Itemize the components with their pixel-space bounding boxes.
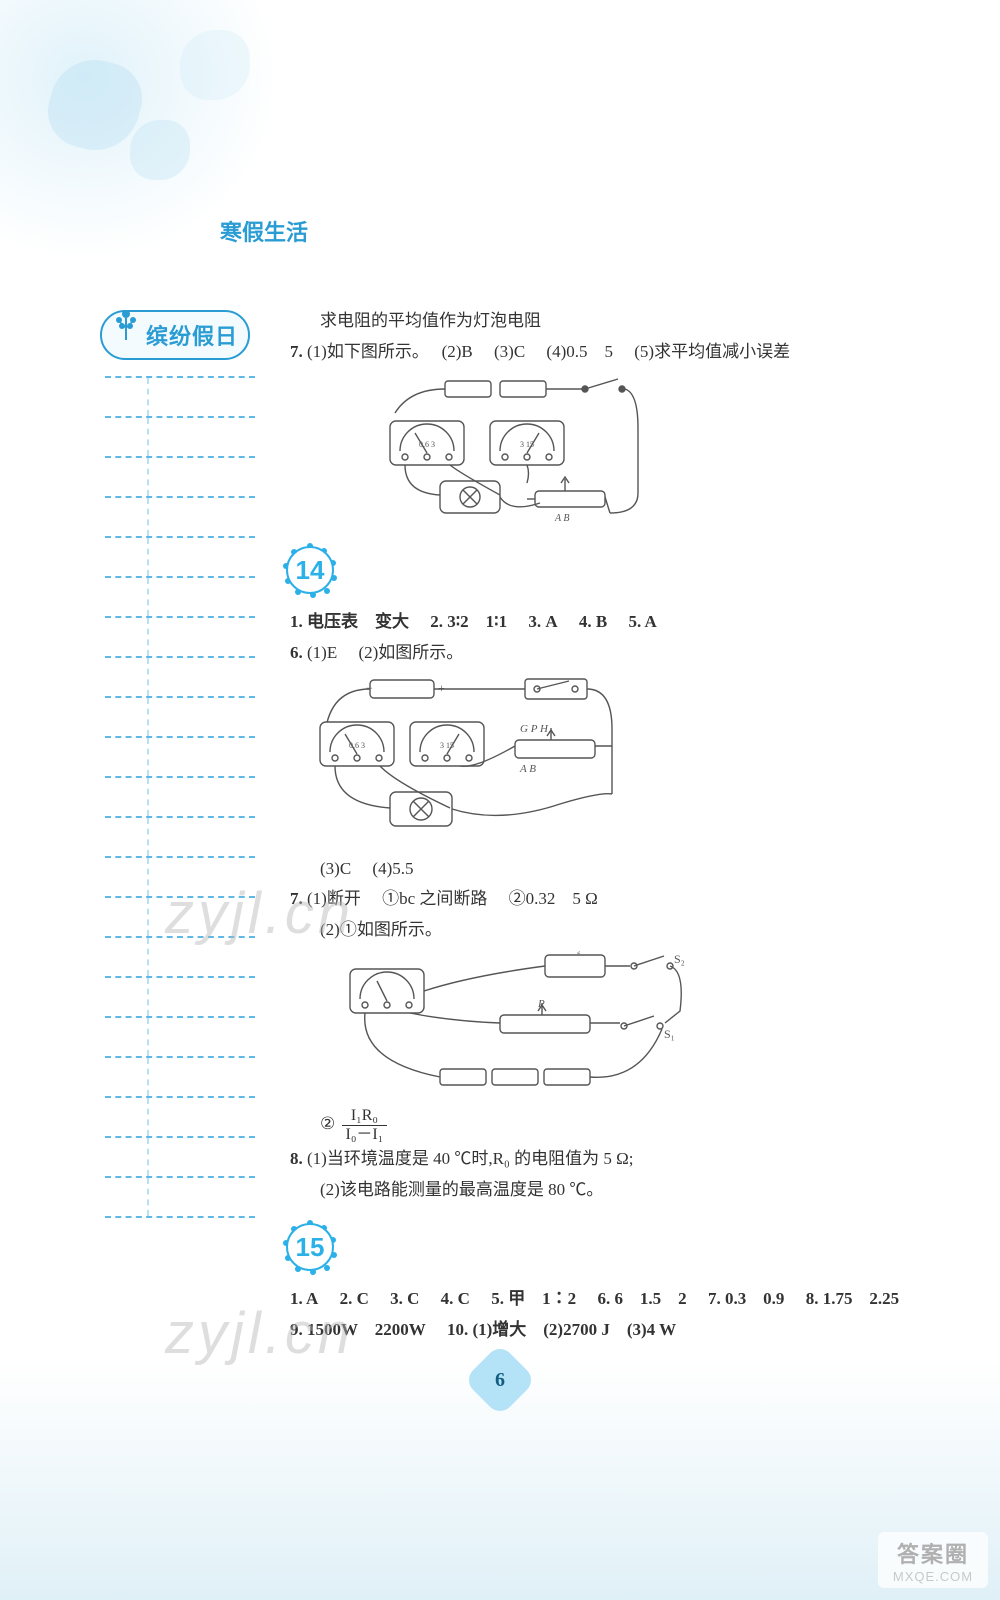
fraction: I₁R₀ I₀－I₁ xyxy=(342,1107,388,1143)
s14-q8-1: 8. (1)当环境温度是 40 ℃时,R₀ 的电阻值为 5 Ω; xyxy=(290,1145,940,1174)
s15-q9: 9. 1500W 2200W xyxy=(290,1320,426,1339)
s14-q6-3: (3)C xyxy=(320,859,351,878)
corner-title: 答案圈 xyxy=(897,1537,969,1569)
s14-q6-4: (4)5.5 xyxy=(372,859,413,878)
svg-text:G P H: G P H xyxy=(520,723,549,735)
section-num-14: 14 xyxy=(296,548,325,592)
s14-q5: 5. A xyxy=(628,612,656,631)
s14-q4: 4. B xyxy=(579,612,607,631)
s14-q1: 1. 电压表 变大 xyxy=(290,612,409,631)
s14-q8-1t: (1)当环境温度是 40 ℃时,R₀ 的电阻值为 5 Ω; xyxy=(307,1149,633,1168)
s14-q7-1b: ②0.32 5 Ω xyxy=(509,889,598,908)
s14-q6-1: (1)E xyxy=(307,643,337,662)
s14-q6-2: (2)如图所示。 xyxy=(358,643,463,662)
svg-text:−: − xyxy=(366,681,373,695)
s14-q2: 2. 3∶2 1∶1 xyxy=(430,612,507,631)
s15-q8: 8. 1.75 2.25 xyxy=(806,1289,900,1308)
svg-text:A B: A B xyxy=(519,763,536,775)
q-num: 6. xyxy=(290,643,303,662)
s15-q10: 10. (1)增大 (2)2700 J (3)4 W xyxy=(447,1320,676,1339)
sidebar-badge: 缤纷假日 xyxy=(100,310,250,360)
s13-q7-5: (5)求平均值减小误差 xyxy=(634,342,790,361)
section-num-15: 15 xyxy=(296,1225,325,1269)
circuit-diagram-1: 0.6 3 3 15 A B xyxy=(350,373,650,528)
s14-q7-1: (1)断开 xyxy=(307,889,361,908)
s15-line2: 9. 1500W 2200W 10. (1)增大 (2)2700 J (3)4 … xyxy=(290,1316,940,1345)
svg-text:3 15: 3 15 xyxy=(440,741,454,750)
s14-q7-1a: ①bc 之间断路 xyxy=(382,889,487,908)
svg-text:S₁: S₁ xyxy=(664,1027,675,1041)
svg-text:0.6 3: 0.6 3 xyxy=(349,741,365,750)
s13-q7-1: (1)如下图所示。 xyxy=(307,342,420,361)
s14-q8-2: (2)该电路能测量的最高温度是 80 ℃。 xyxy=(290,1176,940,1205)
s15-q2: 2. C xyxy=(340,1289,369,1308)
s13-q7: 7. (1)如下图所示。 (2)B (3)C (4)0.5 5 (5)求平均值减… xyxy=(290,338,940,367)
q-num: 8. xyxy=(290,1149,303,1168)
s13-q7-4: (4)0.5 5 xyxy=(546,342,613,361)
section-badge-15: 15 xyxy=(282,1219,338,1275)
s15-line1: 1. A 2. C 3. C 4. C 5. 甲 1∶2 6. 6 1.5 2 … xyxy=(290,1285,940,1314)
svg-text:0.6 3: 0.6 3 xyxy=(419,440,435,449)
circuit-diagram-3: R₂ S₂ P S₁ xyxy=(330,951,690,1101)
s14-line1: 1. 电压表 变大 2. 3∶2 1∶1 3. A 4. B 5. A xyxy=(290,608,940,637)
s14-q6-34: (3)C (4)5.5 xyxy=(290,855,940,884)
page-number-badge: 6 xyxy=(470,1350,530,1410)
svg-text:3 15: 3 15 xyxy=(520,440,534,449)
sidebar-badge-label: 缤纷假日 xyxy=(146,319,238,351)
s15-q3: 3. C xyxy=(390,1289,419,1308)
s13-q7-3: (3)C xyxy=(494,342,525,361)
s15-q5: 5. 甲 1∶2 xyxy=(491,1289,576,1308)
bg-flower-3 xyxy=(180,30,250,100)
page-title: 寒假生活 xyxy=(220,215,308,247)
s15-q1: 1. A xyxy=(290,1289,318,1308)
s14-q7-2b: ② I₁R₀ I₀－I₁ xyxy=(290,1107,940,1143)
q-num: 7. xyxy=(290,889,303,908)
page-number: 6 xyxy=(495,1369,505,1392)
s15-q6: 6. 6 1.5 2 xyxy=(597,1289,686,1308)
s14-q7-line1: 7. (1)断开 ①bc 之间断路 ②0.32 5 Ω xyxy=(290,885,940,914)
q-num: 7. xyxy=(290,342,303,361)
frac-den: I₀－I₁ xyxy=(342,1126,388,1144)
svg-text:+: + xyxy=(438,681,445,695)
main-content: 求电阻的平均值作为灯泡电阻 7. (1)如下图所示。 (2)B (3)C (4)… xyxy=(290,305,940,1347)
s15-q7: 7. 0.3 0.9 xyxy=(708,1289,785,1308)
frac-num: I₁R₀ xyxy=(342,1107,388,1126)
svg-text:S₂: S₂ xyxy=(674,952,685,966)
tree-icon xyxy=(112,306,140,348)
circuit-diagram-2: − + 0.6 3 xyxy=(300,674,630,849)
s14-q6: 6. (1)E (2)如图所示。 xyxy=(290,639,940,668)
section-badge-14: 14 xyxy=(282,542,338,598)
s13-preline: 求电阻的平均值作为灯泡电阻 xyxy=(290,307,940,336)
corner-url: MXQE.COM xyxy=(893,1569,973,1584)
circled-2: ② xyxy=(320,1114,335,1133)
s15-q4: 4. C xyxy=(441,1289,470,1308)
bg-flower-2 xyxy=(130,120,190,180)
svg-text:R₂: R₂ xyxy=(568,951,581,954)
s14-q7-2: (2)①如图所示。 xyxy=(290,916,940,945)
svg-text:A B: A B xyxy=(554,513,570,524)
sidebar-dashed-lines xyxy=(105,376,255,1218)
corner-site-badge: 答案圈 MXQE.COM xyxy=(878,1532,988,1588)
s14-q3: 3. A xyxy=(528,612,557,631)
s13-q7-2: (2)B xyxy=(442,342,473,361)
